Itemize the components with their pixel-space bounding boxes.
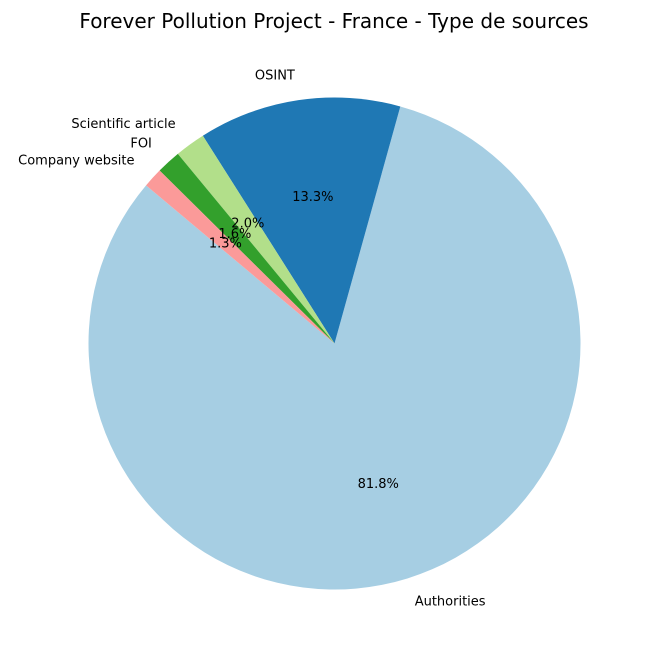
chart-title: Forever Pollution Project - France - Typ… <box>79 9 588 33</box>
pie-slice-osint <box>202 97 401 344</box>
pie-slice-company-website <box>146 170 335 344</box>
slice-label-authorities: Authorities <box>415 594 486 609</box>
slice-label-scientific-article: Scientific article <box>71 117 175 132</box>
slice-percent-scientific-article: 2.0% <box>231 217 264 232</box>
pie-slice-scientific-article <box>177 135 335 344</box>
pie-slice-foi <box>159 153 335 344</box>
slice-percent-authorities: 81.8% <box>358 477 399 492</box>
slice-label-foi: FOI <box>130 136 152 151</box>
pie-slices <box>88 97 581 590</box>
pie-labels: Authorities 81.8% OSINT 13.3% Scientific art… <box>18 68 486 609</box>
pie-slice-authorities <box>88 106 581 590</box>
slice-percent-foi: 1.6% <box>218 227 251 242</box>
slice-percent-osint: 13.3% <box>292 190 333 205</box>
slice-label-company-website: Company website <box>18 154 134 169</box>
slice-label-osint: OSINT <box>255 68 295 83</box>
slice-percent-company-website: 1.3% <box>209 237 242 252</box>
